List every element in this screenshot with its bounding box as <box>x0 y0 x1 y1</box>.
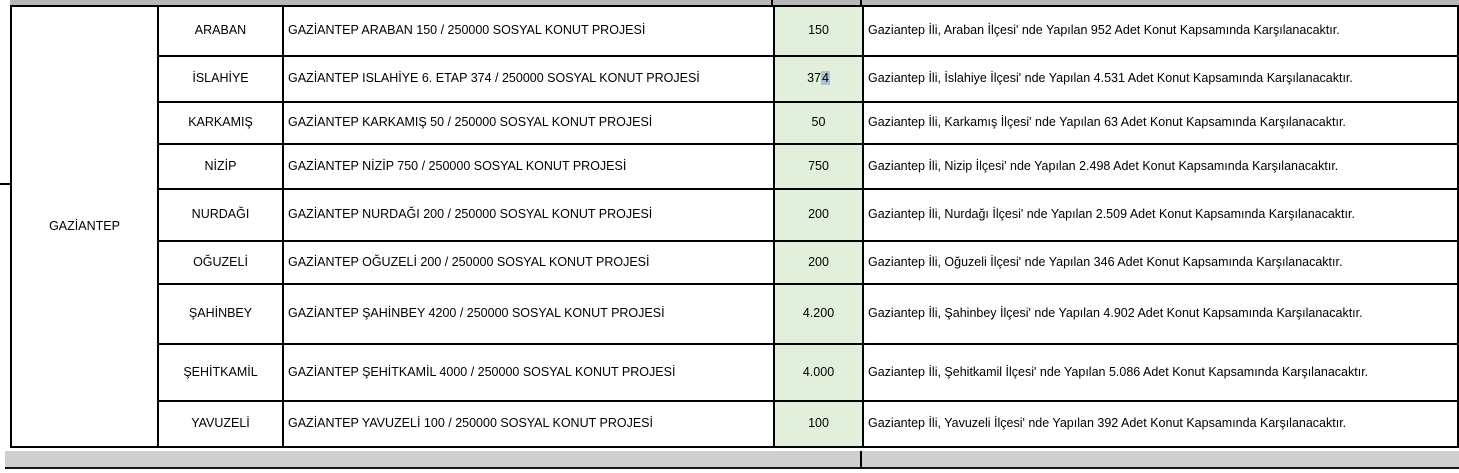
district-cell[interactable]: KARKAMIŞ <box>157 101 284 145</box>
table-row: NİZİP GAZİANTEP NİZİP 750 / 250000 SOSYAL… <box>11 143 1459 190</box>
selected-digit: 4 <box>820 71 830 86</box>
count-cell[interactable]: 750 <box>773 143 864 190</box>
project-cell[interactable]: GAZİANTEP NURDAĞI 200 / 250000 SOSYAL KO… <box>282 188 775 242</box>
project-cell[interactable]: GAZİANTEP KARKAMIŞ 50 / 250000 SOSYAL KO… <box>282 101 775 145</box>
description-cell[interactable]: Gaziantep İli, Karkamış İlçesi' nde Yapı… <box>862 101 1459 145</box>
count-cell[interactable]: 150 <box>773 5 864 57</box>
description-cell[interactable]: Gaziantep İli, Şahinbey İlçesi' nde Yapı… <box>862 283 1459 345</box>
project-cell[interactable]: GAZİANTEP YAVUZELİ 100 / 250000 SOSYAL K… <box>282 400 775 448</box>
bottom-gray-row <box>5 451 1459 469</box>
district-cell[interactable]: NURDAĞI <box>157 188 284 242</box>
count-cell[interactable]: 100 <box>773 400 864 448</box>
project-cell[interactable]: GAZİANTEP NİZİP 750 / 250000 SOSYAL KONU… <box>282 143 775 190</box>
province-cell[interactable]: GAZİANTEP <box>10 5 159 448</box>
description-cell[interactable]: Gaziantep İli, Nizip İlçesi' nde Yapılan… <box>862 143 1459 190</box>
description-cell[interactable]: Gaziantep İli, Araban İlçesi' nde Yapıla… <box>862 5 1459 57</box>
description-cell[interactable]: Gaziantep İli, Oğuzeli İlçesi' nde Yapıl… <box>862 240 1459 285</box>
count-cell[interactable]: 200 <box>773 188 864 242</box>
project-cell[interactable]: GAZİANTEP ŞAHİNBEY 4200 / 250000 SOSYAL … <box>282 283 775 345</box>
count-text: 37 <box>807 71 821 86</box>
table-row: ŞAHİNBEY GAZİANTEP ŞAHİNBEY 4200 / 250000… <box>11 283 1459 345</box>
district-cell[interactable]: ARABAN <box>157 5 284 57</box>
project-cell[interactable]: GAZİANTEP OĞUZELİ 200 / 250000 SOSYAL KO… <box>282 240 775 285</box>
left-margin-tick <box>0 183 10 185</box>
district-cell[interactable]: NİZİP <box>157 143 284 190</box>
district-cell[interactable]: YAVUZELİ <box>157 400 284 448</box>
cut-off-row-above <box>10 0 1459 5</box>
district-cell[interactable]: İSLAHİYE <box>157 55 284 103</box>
count-cell[interactable]: 50 <box>773 101 864 145</box>
table-row: YAVUZELİ GAZİANTEP YAVUZELİ 100 / 250000 … <box>11 400 1459 448</box>
count-cell[interactable]: 4.200 <box>773 283 864 345</box>
description-cell[interactable]: Gaziantep İli, Yavuzeli İlçesi' nde Yapı… <box>862 400 1459 448</box>
count-cell[interactable]: 4.000 <box>773 343 864 402</box>
project-cell[interactable]: GAZİANTEP ARABAN 150 / 250000 SOSYAL KON… <box>282 5 775 57</box>
count-cell[interactable]: 374 <box>773 55 864 103</box>
housing-projects-table: GAZİANTEP ARABAN GAZİANTEP ARABAN 150 / 25… <box>10 5 1459 448</box>
project-cell[interactable]: GAZİANTEP ISLAHİYE 6. ETAP 374 / 250000 … <box>282 55 775 103</box>
description-cell[interactable]: Gaziantep İli, Nurdağı İlçesi' nde Yapıl… <box>862 188 1459 242</box>
description-cell[interactable]: Gaziantep İli, Şehitkamil İlçesi' nde Ya… <box>862 343 1459 402</box>
table-row: NURDAĞI GAZİANTEP NURDAĞI 200 / 250000 SO… <box>11 188 1459 242</box>
project-cell[interactable]: GAZİANTEP ŞEHİTKAMİL 4000 / 250000 SOSYA… <box>282 343 775 402</box>
district-cell[interactable]: ŞAHİNBEY <box>157 283 284 345</box>
description-cell[interactable]: Gaziantep İli, İslahiye İlçesi' nde Yapı… <box>862 55 1459 103</box>
district-cell[interactable]: OĞUZELİ <box>157 240 284 285</box>
table-row: İSLAHİYE GAZİANTEP ISLAHİYE 6. ETAP 374 /… <box>11 55 1459 103</box>
count-cell[interactable]: 200 <box>773 240 864 285</box>
top-strip-divider <box>860 0 862 5</box>
top-strip-divider <box>771 0 773 5</box>
district-cell[interactable]: ŞEHİTKAMİL <box>157 343 284 402</box>
bottom-strip-divider <box>860 451 862 469</box>
table-row: GAZİANTEP ARABAN GAZİANTEP ARABAN 150 / 25… <box>10 5 1459 448</box>
table-row: KARKAMIŞ GAZİANTEP KARKAMIŞ 50 / 250000 S… <box>11 101 1459 145</box>
table-row: ŞEHİTKAMİL GAZİANTEP ŞEHİTKAMİL 4000 / 25… <box>11 343 1459 402</box>
table-row: OĞUZELİ GAZİANTEP OĞUZELİ 200 / 250000 SO… <box>11 240 1459 285</box>
